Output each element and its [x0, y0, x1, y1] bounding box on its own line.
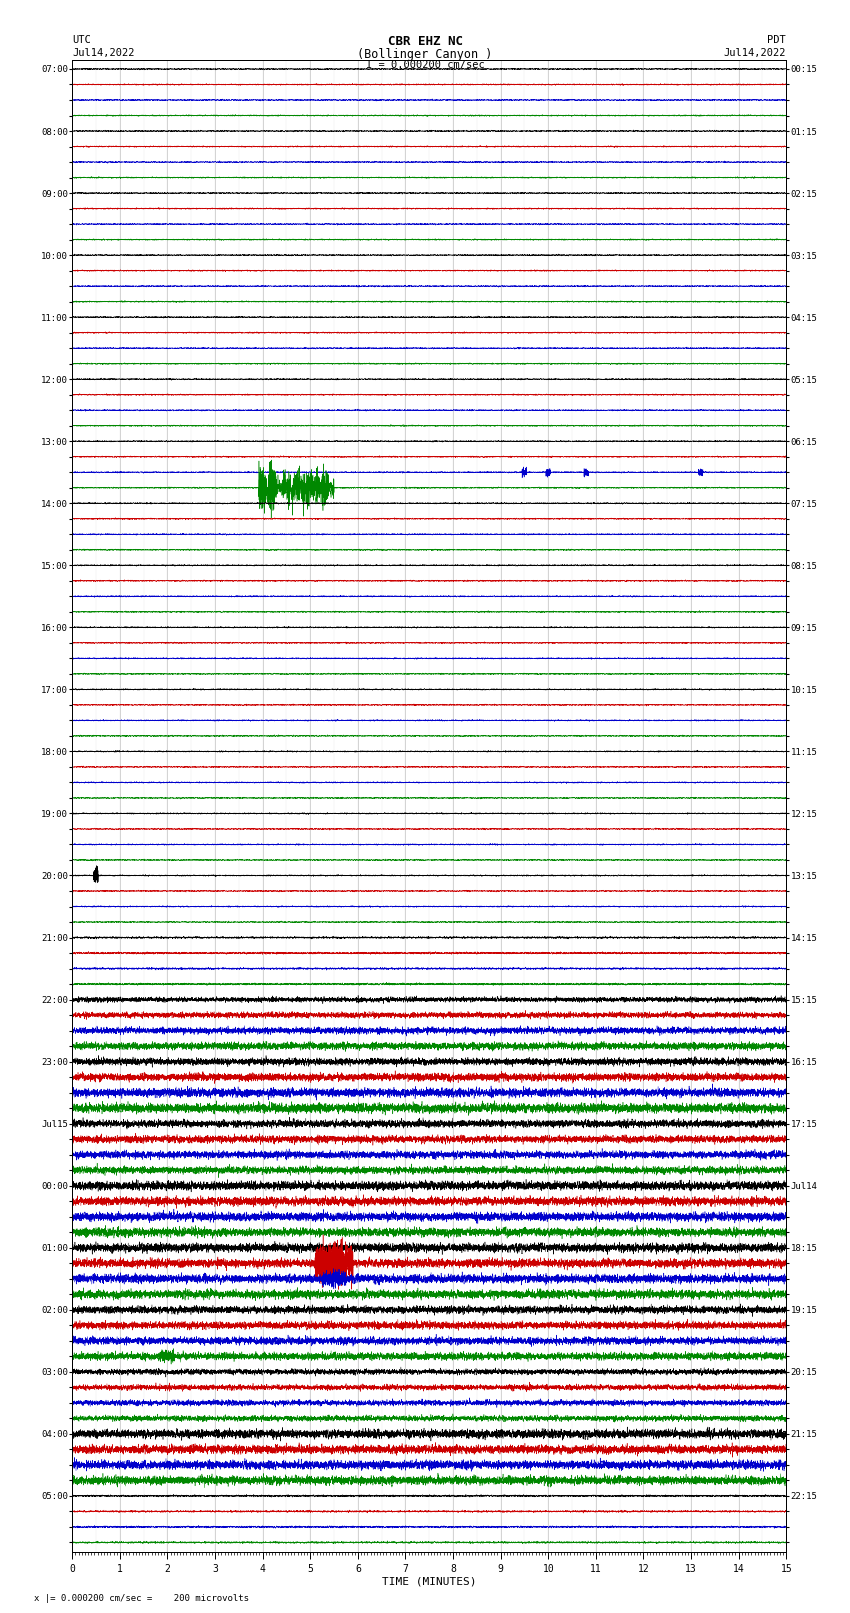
Text: Jul14,2022: Jul14,2022 [723, 48, 786, 58]
Text: Jul14,2022: Jul14,2022 [72, 48, 135, 58]
Text: CBR EHZ NC: CBR EHZ NC [388, 35, 462, 48]
Text: I = 0.000200 cm/sec: I = 0.000200 cm/sec [366, 60, 484, 69]
Text: PDT: PDT [768, 35, 786, 45]
X-axis label: TIME (MINUTES): TIME (MINUTES) [382, 1576, 477, 1586]
Text: x |= 0.000200 cm/sec =    200 microvolts: x |= 0.000200 cm/sec = 200 microvolts [34, 1594, 249, 1603]
Text: (Bollinger Canyon ): (Bollinger Canyon ) [357, 48, 493, 61]
Text: UTC: UTC [72, 35, 91, 45]
